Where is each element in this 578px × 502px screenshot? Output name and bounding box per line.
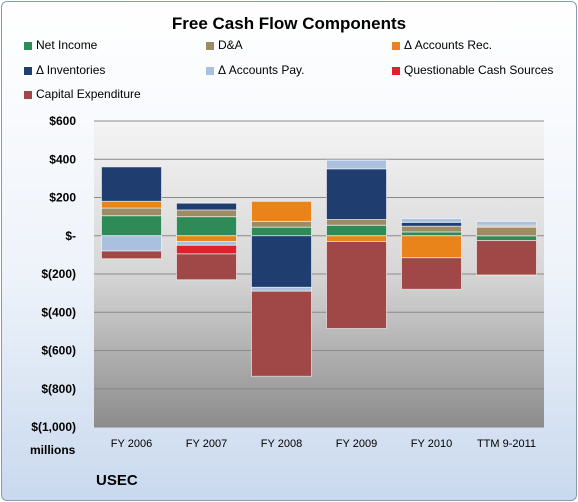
bar-capital-expenditure-fy-2008	[251, 290, 312, 377]
legend-item-accounts-rec: Δ Accounts Rec.	[392, 38, 492, 52]
bar-net-income-fy-2009	[326, 224, 387, 237]
company-label: USEC	[96, 472, 138, 489]
legend-label-d-and-a: D&A	[218, 38, 243, 52]
bar-inventories-fy-2010	[401, 221, 462, 227]
bar-inventories-fy-2006	[101, 166, 162, 202]
y-tick-label: $(600)	[41, 344, 76, 358]
y-tick-label: $200	[49, 191, 76, 205]
bar-d-a-fy-2010	[401, 225, 462, 233]
x-tick-label: TTM 9-2011	[477, 438, 536, 450]
y-tick-label: $-	[65, 229, 76, 243]
bar-accounts-pay-ttm-9-2011	[476, 220, 537, 226]
legend-swatch-accounts-pay	[206, 66, 214, 75]
legend-label-questionable-cash: Questionable Cash Sources	[404, 63, 554, 77]
y-tick-label: $600	[49, 114, 76, 128]
bar-accounts-pay-fy-2010	[401, 218, 462, 223]
legend-item-capex: Capital Expenditure	[24, 87, 141, 101]
bar-accounts-rec-fy-2009	[326, 235, 387, 242]
y-tick-label: $(400)	[41, 305, 76, 319]
bar-net-income-fy-2010	[401, 231, 462, 237]
x-tick-label: FY 2010	[411, 438, 452, 450]
bar-net-income-fy-2008	[251, 226, 312, 237]
legend-item-accounts-pay: Δ Accounts Pay.	[206, 63, 305, 77]
y-tick-label: $(800)	[41, 382, 76, 396]
legend-item-questionable-cash: Questionable Cash Sources	[392, 63, 553, 77]
legend-label-inventories: Δ Inventories	[36, 63, 106, 77]
bar-d-a-ttm-9-2011	[476, 226, 537, 237]
legend-label-accounts-rec: Δ Accounts Rec.	[404, 38, 493, 52]
y-tick-label: $(200)	[41, 267, 76, 281]
bar-net-income-fy-2007	[176, 216, 237, 237]
bar-capital-expenditure-fy-2006	[101, 250, 162, 260]
x-tick-label: FY 2008	[261, 438, 302, 450]
legend-swatch-accounts-rec	[392, 41, 400, 50]
bar-capital-expenditure-fy-2007	[176, 253, 237, 281]
x-tick-label: FY 2007	[186, 438, 227, 450]
bar-capital-expenditure-fy-2009	[326, 240, 387, 330]
legend-item-d-and-a: D&A	[206, 38, 243, 52]
legend-swatch-net-income	[24, 41, 32, 50]
bar-inventories-fy-2008	[251, 235, 312, 288]
legend-label-capex: Capital Expenditure	[36, 87, 141, 101]
y-tick-label: $400	[49, 152, 76, 166]
bar-accounts-pay-fy-2009	[326, 159, 387, 170]
bar-d-a-fy-2007	[176, 209, 237, 218]
bar-net-income-ttm-9-2011	[476, 235, 537, 242]
legend-item-net-income: Net Income	[24, 38, 97, 52]
units-label: millions	[30, 443, 76, 457]
bar-d-a-fy-2008	[251, 220, 312, 228]
bar-accounts-rec-fy-2007	[176, 235, 237, 242]
chart-title: Free Cash Flow Components	[171, 14, 407, 33]
legend-swatch-d-and-a	[206, 41, 214, 50]
bar-accounts-pay-fy-2008	[251, 286, 312, 292]
bar-net-income-fy-2006	[101, 215, 162, 237]
legend-swatch-capex	[24, 90, 32, 99]
bar-inventories-fy-2007	[176, 202, 237, 211]
x-tick-label: FY 2009	[336, 438, 377, 450]
y-tick-label: $(1,000)	[31, 420, 76, 434]
bar-d-a-fy-2009	[326, 218, 387, 226]
bar-d-a-fy-2006	[101, 207, 162, 217]
bar-inventories-fy-2009	[326, 168, 387, 220]
bar-capital-expenditure-fy-2010	[401, 257, 462, 290]
bar-accounts-rec-fy-2006	[101, 200, 162, 209]
x-tick-label: FY 2006	[111, 438, 152, 450]
legend-label-accounts-pay: Δ Accounts Pay.	[218, 63, 305, 77]
legend-item-inventories: Δ Inventories	[24, 63, 105, 77]
legend-swatch-inventories	[24, 66, 32, 75]
legend-swatch-questionable-cash	[392, 66, 400, 75]
bar-capital-expenditure-ttm-9-2011	[476, 240, 537, 276]
bar-accounts-pay-fy-2007	[176, 240, 237, 246]
bar-questionable-cash-sources-fy-2007	[176, 244, 237, 255]
bar-accounts-rec-fy-2010	[401, 235, 462, 259]
bar-accounts-pay-fy-2006	[101, 235, 162, 252]
bar-accounts-rec-fy-2008	[251, 200, 312, 222]
legend-label-net-income: Net Income	[36, 38, 98, 52]
